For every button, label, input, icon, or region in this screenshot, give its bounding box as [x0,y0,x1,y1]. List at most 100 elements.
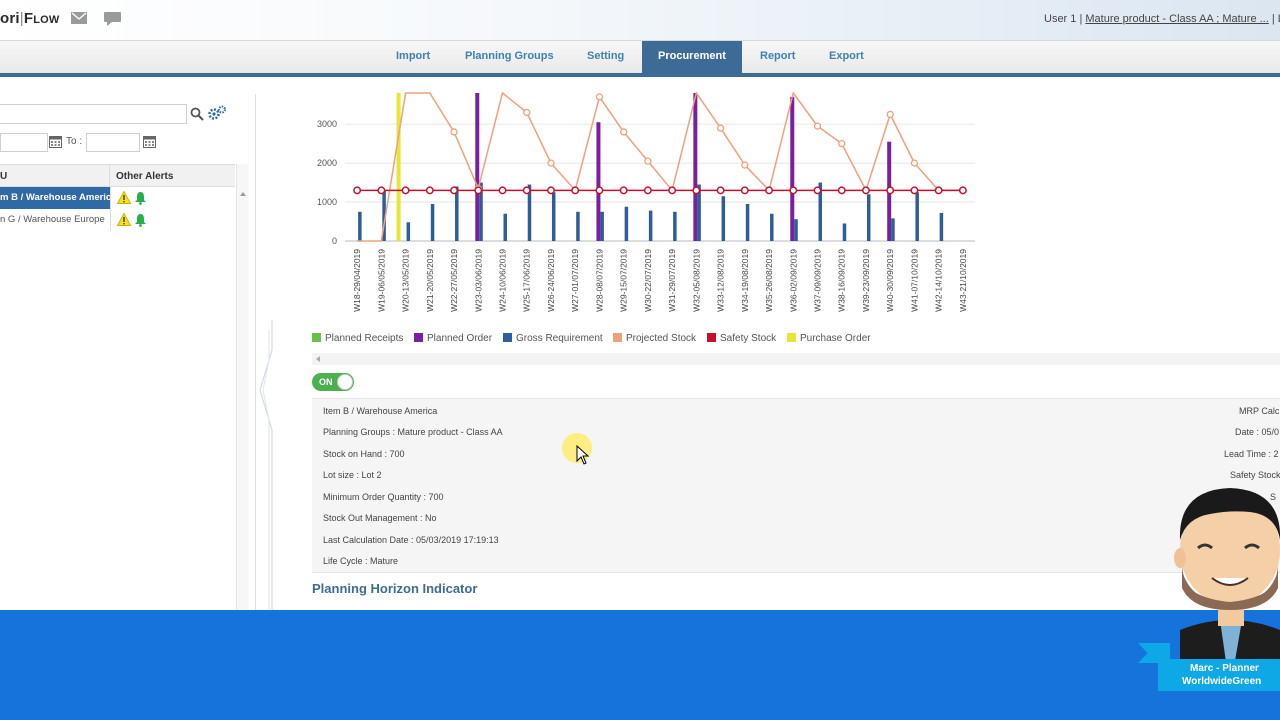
user-label: User 1 | [1044,13,1083,25]
planned-order-bar [693,93,698,241]
gross-requirement-bar [358,211,362,241]
safety-stock-point [643,186,652,195]
info-last-calc-date: Last Calculation Date : 05/03/2019 17:19… [323,535,499,545]
legend-item[interactable]: Projected Stock [613,333,696,344]
safety-stock-point [934,186,943,195]
gross-requirement-bar [673,211,677,241]
gross-requirement-bar [430,204,435,241]
bell-icon [135,214,146,227]
calendar-icon[interactable] [143,135,156,148]
nav-setting[interactable]: Setting [587,50,625,62]
x-tick-label: W36-02/09/2019 [788,249,798,312]
search-icon[interactable] [190,107,204,121]
date-to-input[interactable] [86,133,140,152]
planned-order-bar [790,96,795,241]
row-alerts-cell [110,209,235,231]
gross-requirement-bar [794,219,798,241]
nav-procurement[interactable]: Procurement [642,41,742,74]
scroll-up-arrow[interactable] [240,192,246,196]
app-logo[interactable]: ori|Flow [0,10,60,27]
projected-stock-point [838,139,846,148]
gross-requirement-bar [939,212,944,241]
gross-requirement-bar [551,192,556,241]
mail-icon[interactable] [71,12,87,24]
column-header-item[interactable]: U [0,171,8,182]
info-right-extra: S [1270,492,1277,502]
gross-requirement-bar [842,223,847,241]
column-header-other-alerts[interactable]: Other Alerts [116,171,174,182]
info-life-cycle: Life Cycle : Mature [323,556,399,566]
legend-item[interactable]: Purchase Order [787,333,871,344]
top-bar: ori|Flow User 1 | Mature product - Class… [0,0,1280,40]
safety-stock-point [837,186,846,195]
info-stock-out-mgmt: Stock Out Management : No [323,513,437,523]
section-title: Planning Horizon Indicator [312,581,478,596]
gear-icon[interactable] [207,105,227,121]
projected-stock-point [886,110,894,119]
safety-stock-point [813,186,822,195]
search-input[interactable] [0,104,187,124]
legend-swatch [312,333,321,342]
safety-stock-point [862,186,870,195]
date-from-input[interactable] [0,133,48,152]
scroll-left-arrow[interactable] [316,356,320,362]
table-row[interactable]: n G / Warehouse Europe [0,209,235,231]
safety-stock-point [958,186,967,195]
legend-item[interactable]: Safety Stock [707,333,776,344]
bell-icon [135,192,146,205]
projected-stock-point [644,157,652,165]
chart-scrollbar[interactable] [312,353,1280,365]
safety-stock-point [765,186,773,195]
item-list-panel: To : U Other Alerts m B / Warehouse Amer… [0,94,256,610]
nav-export[interactable]: Export [829,50,864,62]
x-tick-label: W33-12/08/2019 [716,249,726,312]
x-tick-label: W29-15/07/2019 [619,249,629,312]
calendar-icon[interactable] [49,135,62,148]
planned-order-bar [475,93,480,241]
presenter-name-tag: Marc - Planner WorldwideGreen [1138,643,1280,691]
x-tick-label: W41-07/10/2019 [909,249,919,312]
main-nav: Import Planning Groups Setting Procureme… [0,40,1280,77]
logo-text-second: Flow [23,10,60,27]
x-tick-label: W35-26/08/2019 [764,249,774,312]
legend-swatch [707,333,716,342]
presenter-name: Marc - Planner [1190,663,1259,674]
safety-stock-point [474,186,483,195]
table-row[interactable]: m B / Warehouse America [0,187,235,209]
legend-item[interactable]: Planned Receipts [312,333,403,344]
safety-stock-point [668,186,677,195]
x-tick-label: W39-23/09/2019 [861,249,871,312]
safety-stock-point [619,186,628,195]
user-context-link[interactable]: Mature product - Class AA ; Mature ... [1085,13,1269,25]
grid-scrollbar[interactable] [236,164,248,610]
x-tick-label: W18-29/04/2019 [352,249,362,312]
row-item-label: n G / Warehouse Europe [0,214,105,225]
projected-stock-point [450,128,458,136]
panel-splitter[interactable] [258,320,274,610]
legend-label: Projected Stock [626,333,697,344]
gross-requirement-bar [527,184,532,241]
safety-stock-point [522,186,531,195]
chat-icon[interactable] [104,12,121,26]
info-lead-time: Lead Time : 2 [1224,449,1279,459]
y-tick-label: 3000 [317,119,337,129]
projected-stock-point [523,108,531,117]
gross-requirement-bar [697,184,701,241]
x-tick-label: W42-14/10/2019 [934,249,944,312]
nav-import[interactable]: Import [396,50,431,62]
projected-stock-point [741,161,749,169]
legend-swatch [787,333,796,342]
presenter-avatar [1174,488,1280,690]
legend-item[interactable]: Planned Order [414,333,492,344]
safety-stock-point [886,186,895,195]
info-safety-stock: Safety Stock [1230,470,1280,480]
gross-requirement-bar [818,182,822,241]
gross-requirement-bar [503,213,507,241]
mrp-chart: 0 1000 2000 3000 W18-29/04/2019 W19-06/05/201… [317,91,975,312]
nav-report[interactable]: Report [760,50,796,62]
name-tag-flag [1138,643,1170,663]
on-off-toggle[interactable]: ON [312,373,354,391]
nav-planning-groups[interactable]: Planning Groups [465,50,554,62]
gross-requirement-bar [915,192,919,241]
legend-item[interactable]: Gross Requirement [503,333,603,344]
